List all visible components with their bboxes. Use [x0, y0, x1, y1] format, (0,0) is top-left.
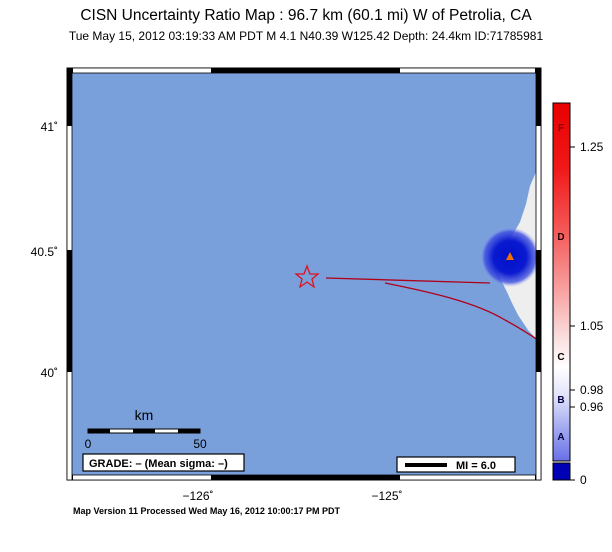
colorbar-letter-f: F	[558, 123, 564, 134]
epicenter-star-icon	[294, 264, 320, 289]
map-title: CISN Uncertainty Ratio Map : 96.7 km (60…	[80, 7, 532, 24]
colorbar-value-1-25: 1.25	[580, 140, 604, 154]
colorbar-letter-a: A	[557, 432, 564, 443]
colorbar-value-1-05: 1.05	[580, 319, 604, 333]
colorbar-value-0: 0	[580, 473, 587, 487]
mi-legend-box	[396, 456, 516, 473]
lat-label-40: 40˚	[41, 366, 58, 380]
colorbar: F D C B A 1.25 1.05 0.98 0.96 0	[552, 102, 604, 487]
map-subtitle: Tue May 15, 2012 03:19:33 AM PDT M 4.1 N…	[68, 29, 544, 43]
footer-processing-note: Map Version 11 Processed Wed May 16, 201…	[73, 506, 340, 516]
lon-label-126: −126˚	[182, 489, 213, 503]
mi-legend-text: MI = 6.0	[456, 460, 496, 472]
fault-line-upper	[325, 277, 491, 284]
fault-line-lower	[384, 282, 541, 343]
colorbar-letter-d: D	[557, 232, 564, 243]
lon-label-125: −125˚	[371, 489, 402, 503]
colorbar-value-0-96: 0.96	[580, 400, 604, 414]
colorbar-letter-c: C	[557, 352, 564, 363]
station-icon	[506, 252, 514, 260]
colorbar-letter-b: B	[557, 395, 564, 406]
grade-box	[82, 453, 245, 472]
scale-start-label: 0	[85, 437, 92, 451]
scale-unit: km	[135, 407, 154, 423]
map-frame	[66, 67, 542, 481]
scale-bar: km 0 50	[85, 407, 207, 451]
colorbar-zero-swatch	[552, 462, 571, 481]
colorbar-value-0-98: 0.98	[580, 383, 604, 397]
lat-label-41: 41˚	[41, 120, 58, 134]
lat-label-40-5: 40.5˚	[31, 245, 58, 259]
scale-end-label: 50	[193, 437, 207, 451]
grade-text: GRADE: – (Mean sigma: –)	[89, 458, 228, 470]
mi-legend-line	[405, 463, 447, 467]
